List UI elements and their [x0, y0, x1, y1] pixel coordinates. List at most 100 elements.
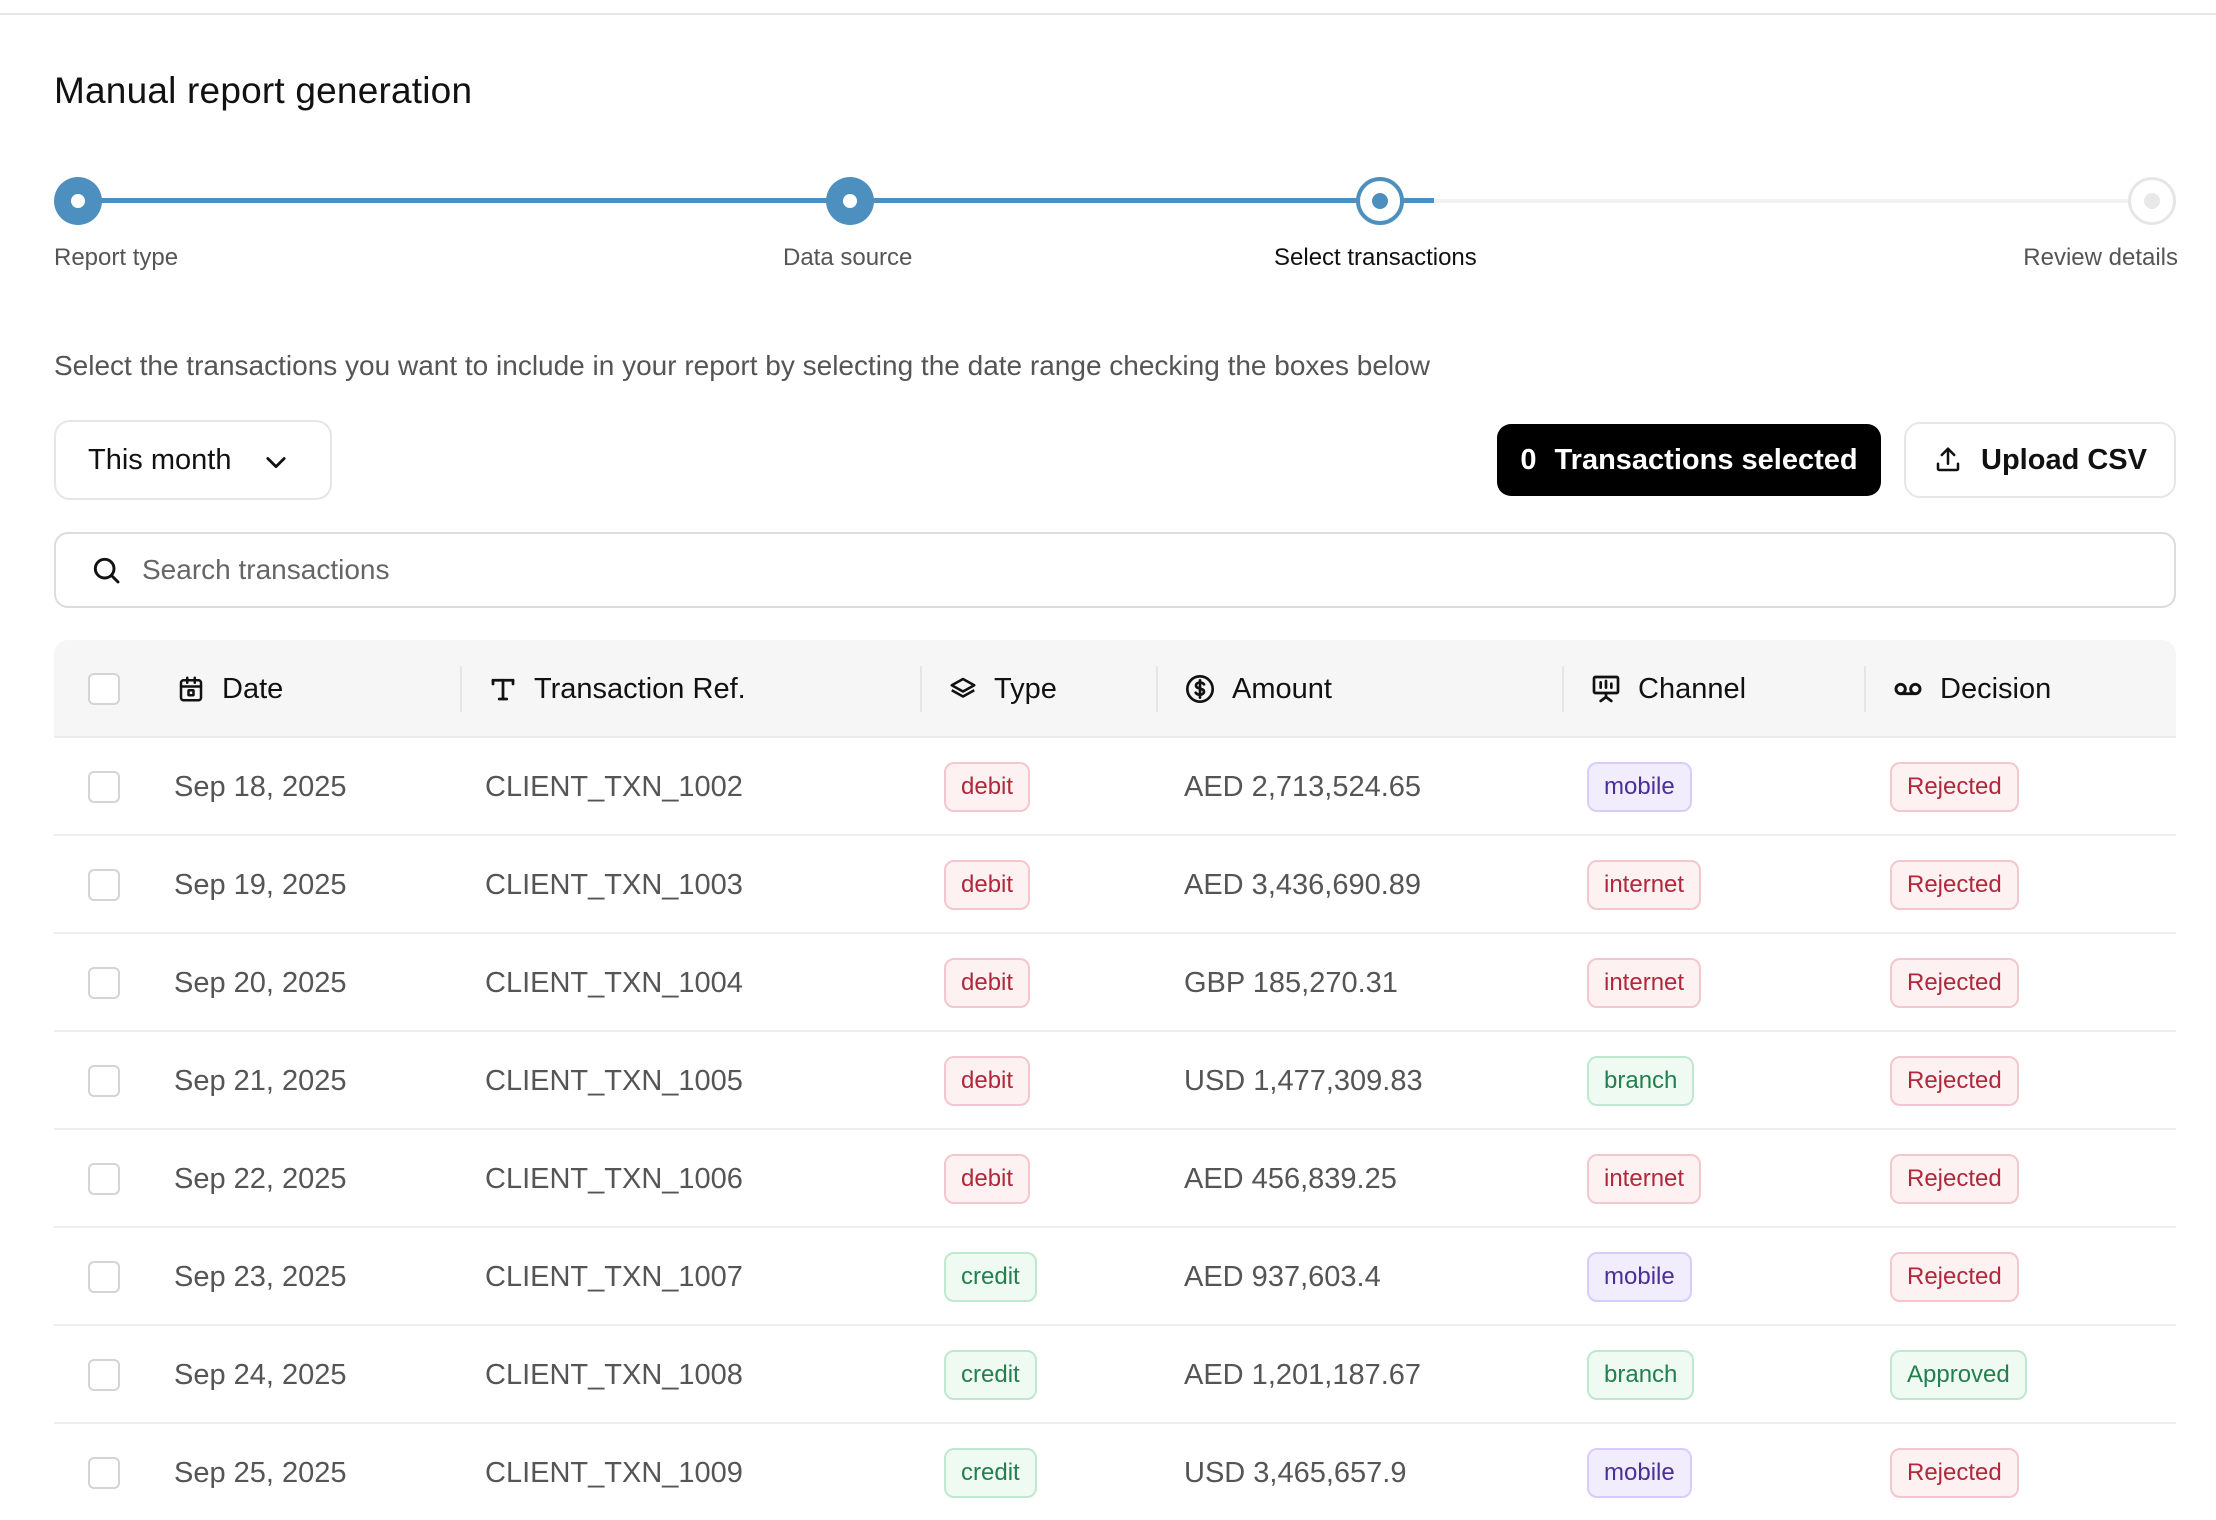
row-checkbox[interactable] — [88, 771, 120, 803]
table-row[interactable]: Sep 21, 2025 CLIENT_TXN_1005 debit USD 1,47… — [54, 1032, 2176, 1130]
search-input[interactable] — [142, 554, 2042, 586]
column-header-type[interactable]: Type — [948, 640, 1057, 738]
ref-text: CLIENT_TXN_1007 — [485, 1260, 743, 1293]
instructions-text: Select the transactions you want to incl… — [54, 350, 1430, 381]
decision-badge: Approved — [1890, 1350, 2027, 1400]
table-row[interactable]: Sep 23, 2025 CLIENT_TXN_1007 credit AED 937… — [54, 1228, 2176, 1326]
row-checkbox[interactable] — [88, 1261, 120, 1293]
cell-ref: CLIENT_TXN_1008 — [485, 1326, 743, 1424]
column-label-amount: Amount — [1232, 672, 1332, 705]
date-text: Sep 19, 2025 — [174, 868, 347, 901]
column-header-date[interactable]: Date — [176, 640, 283, 738]
row-select-cell — [88, 836, 120, 934]
table-row[interactable]: Sep 25, 2025 CLIENT_TXN_1009 credit USD 3,4… — [54, 1424, 2176, 1520]
ref-text: CLIENT_TXN_1008 — [485, 1358, 743, 1391]
column-label-decision: Decision — [1940, 672, 2052, 705]
table-row[interactable]: Sep 22, 2025 CLIENT_TXN_1006 debit AED 456,… — [54, 1130, 2176, 1228]
chevron-down-icon — [262, 448, 290, 476]
table-body: Sep 18, 2025 CLIENT_TXN_1002 debit AED 2,71… — [54, 738, 2176, 1520]
transactions-selected-button[interactable]: 0 Transactions selected — [1497, 424, 1881, 496]
cell-ref: CLIENT_TXN_1003 — [485, 836, 743, 934]
date-range-value: This month — [88, 443, 232, 476]
cell-amount: USD 1,477,309.83 — [1184, 1032, 1423, 1130]
step-label-select-transactions: Select transactions — [1274, 244, 1477, 271]
cell-ref: CLIENT_TXN_1004 — [485, 934, 743, 1032]
cell-amount: AED 2,713,524.65 — [1184, 738, 1421, 836]
selected-count: 0 — [1520, 443, 1537, 476]
cell-decision: Rejected — [1890, 1130, 2019, 1228]
step-label-report-type: Report type — [54, 244, 179, 271]
cell-date: Sep 18, 2025 — [174, 738, 347, 836]
column-header-decision[interactable]: Decision — [1892, 640, 2051, 738]
upload-csv-button[interactable]: Upload CSV — [1904, 422, 2176, 498]
table-header: Date Transaction Ref. Type Amount — [54, 640, 2176, 738]
row-checkbox[interactable] — [88, 967, 120, 999]
cell-date: Sep 20, 2025 — [174, 934, 347, 1032]
table-row[interactable]: Sep 20, 2025 CLIENT_TXN_1004 debit GBP 185,… — [54, 934, 2176, 1032]
channel-badge: branch — [1587, 1350, 1695, 1400]
row-checkbox[interactable] — [88, 1457, 120, 1489]
step-marker-report-type[interactable] — [54, 177, 102, 225]
select-all-checkbox[interactable] — [88, 673, 120, 705]
ref-text: CLIENT_TXN_1003 — [485, 868, 743, 901]
cell-amount: AED 937,603.4 — [1184, 1228, 1381, 1326]
cell-ref: CLIENT_TXN_1006 — [485, 1130, 743, 1228]
cell-date: Sep 19, 2025 — [174, 836, 347, 934]
row-checkbox[interactable] — [88, 1359, 120, 1391]
date-text: Sep 21, 2025 — [174, 1064, 347, 1097]
ref-text: CLIENT_TXN_1002 — [485, 770, 743, 803]
cell-decision: Rejected — [1890, 1032, 2019, 1130]
channel-badge: branch — [1587, 1056, 1695, 1106]
column-header-ref[interactable]: Transaction Ref. — [488, 640, 746, 738]
step-marker-review-details[interactable] — [2128, 177, 2176, 225]
cell-date: Sep 21, 2025 — [174, 1032, 347, 1130]
step-marker-data-source[interactable] — [826, 177, 874, 225]
amount-text: GBP 185,270.31 — [1184, 966, 1398, 999]
cell-channel: internet — [1587, 836, 1702, 934]
voicemail-icon — [1892, 673, 1924, 705]
table-row[interactable]: Sep 19, 2025 CLIENT_TXN_1003 debit AED 3,43… — [54, 836, 2176, 934]
channel-badge: internet — [1587, 958, 1702, 1008]
date-text: Sep 25, 2025 — [174, 1456, 347, 1489]
calendar-icon — [176, 674, 206, 704]
cell-channel: internet — [1587, 934, 1702, 1032]
row-select-cell — [88, 1326, 120, 1424]
row-select-cell — [88, 1228, 120, 1326]
amount-text: AED 937,603.4 — [1184, 1260, 1381, 1293]
ref-text: CLIENT_TXN_1009 — [485, 1456, 743, 1489]
row-select-cell — [88, 738, 120, 836]
cell-decision: Rejected — [1890, 934, 2019, 1032]
row-checkbox[interactable] — [88, 1065, 120, 1097]
decision-badge: Rejected — [1890, 1154, 2019, 1204]
row-checkbox[interactable] — [88, 1163, 120, 1195]
column-divider — [460, 666, 462, 712]
cell-channel: mobile — [1587, 1228, 1692, 1326]
presentation-icon — [1590, 673, 1622, 705]
search-field[interactable] — [54, 532, 2176, 608]
row-select-cell — [88, 1424, 120, 1520]
date-text: Sep 20, 2025 — [174, 966, 347, 999]
decision-badge: Rejected — [1890, 958, 2019, 1008]
table-row[interactable]: Sep 18, 2025 CLIENT_TXN_1002 debit AED 2,71… — [54, 738, 2176, 836]
column-header-channel[interactable]: Channel — [1590, 640, 1746, 738]
step-marker-select-transactions[interactable] — [1356, 177, 1404, 225]
ref-text: CLIENT_TXN_1006 — [485, 1162, 743, 1195]
cell-amount: AED 1,201,187.67 — [1184, 1326, 1421, 1424]
type-badge: credit — [944, 1448, 1037, 1498]
decision-badge: Rejected — [1890, 1056, 2019, 1106]
channel-badge: mobile — [1587, 1252, 1692, 1302]
row-checkbox[interactable] — [88, 869, 120, 901]
step-connector — [78, 198, 1434, 203]
cell-type: debit — [944, 738, 1031, 836]
type-badge: debit — [944, 1154, 1031, 1204]
date-range-select[interactable]: This month — [54, 420, 332, 500]
decision-badge: Rejected — [1890, 1252, 2019, 1302]
table-row[interactable]: Sep 24, 2025 CLIENT_TXN_1008 credit AED 1,2… — [54, 1326, 2176, 1424]
search-icon — [90, 554, 122, 586]
column-header-amount[interactable]: Amount — [1184, 640, 1332, 738]
cell-decision: Rejected — [1890, 1228, 2019, 1326]
cell-ref: CLIENT_TXN_1002 — [485, 738, 743, 836]
row-select-cell — [88, 1130, 120, 1228]
select-all-cell — [88, 640, 120, 738]
cell-amount: AED 3,436,690.89 — [1184, 836, 1421, 934]
